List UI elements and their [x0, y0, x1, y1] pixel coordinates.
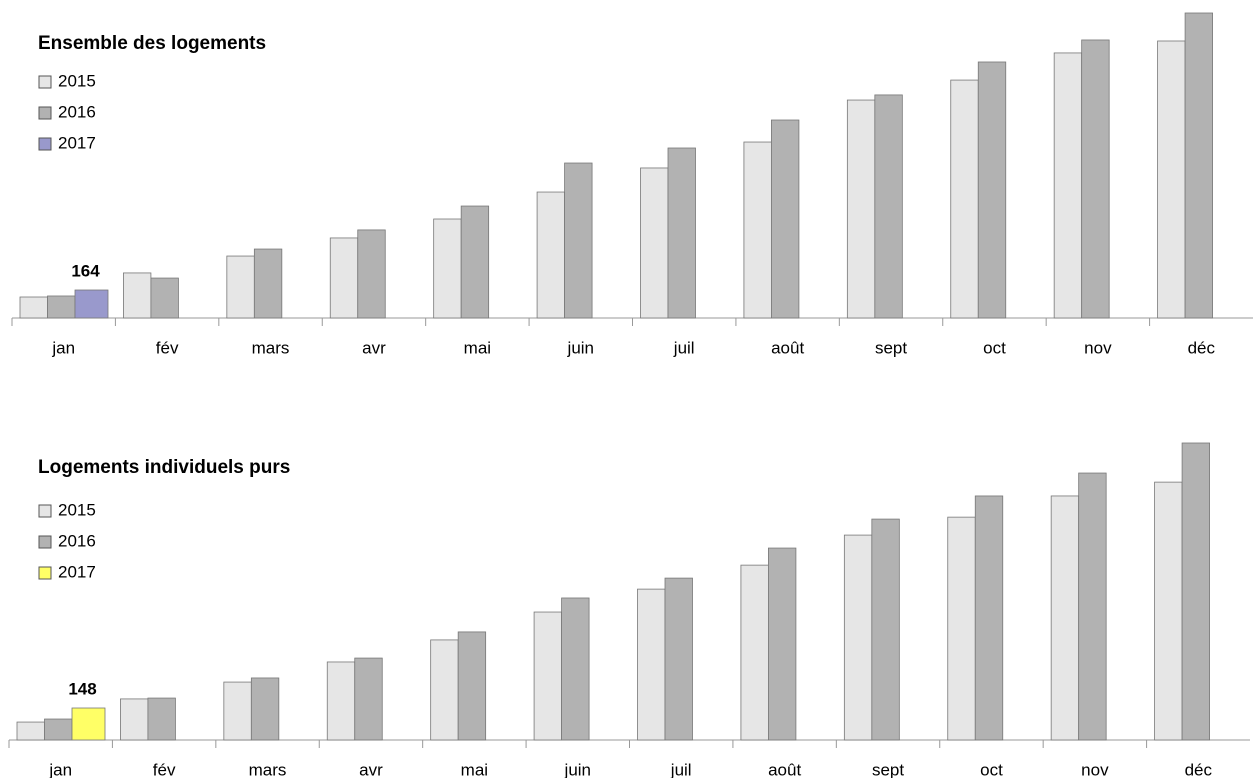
bar [950, 79, 979, 319]
bar [564, 162, 593, 319]
bar [843, 534, 873, 741]
bar [44, 718, 73, 741]
x-tick-label: déc [1188, 338, 1216, 357]
bar [771, 119, 800, 319]
x-tick-label: avr [362, 338, 386, 357]
legend-label: 2017 [58, 133, 96, 152]
x-tick-label: juil [670, 760, 692, 778]
bar [740, 564, 769, 741]
bar [329, 237, 359, 319]
bar [150, 277, 179, 319]
chart: Logements individuels purs 2015 2016 2017 ja… [8, 442, 1250, 778]
bar [223, 681, 252, 741]
x-tick-label: fév [156, 338, 179, 357]
bar [354, 657, 383, 741]
bar [977, 61, 1007, 319]
bar [974, 495, 1004, 741]
bar [536, 191, 565, 319]
x-tick-label: mai [461, 760, 488, 778]
x-tick-label: juil [673, 338, 695, 357]
x-tick-label: jan [51, 338, 75, 357]
bar [1181, 442, 1210, 741]
bar [1157, 40, 1186, 319]
legend-swatch [38, 535, 52, 549]
legend-swatch [38, 566, 52, 580]
legend-swatch [38, 106, 52, 120]
bar [1050, 495, 1080, 741]
bar [16, 721, 45, 741]
bar [460, 205, 490, 319]
legend-label: 2015 [58, 500, 96, 519]
bar [533, 611, 562, 741]
x-tick-label: août [768, 760, 801, 778]
bar [871, 518, 900, 741]
value-label: 148 [68, 679, 96, 698]
x-tick-label: nov [1084, 338, 1112, 357]
bar [123, 272, 152, 319]
bar [253, 248, 283, 319]
bar [457, 631, 487, 741]
legend-label: 2016 [58, 102, 96, 121]
x-tick-label: déc [1185, 760, 1213, 778]
bar [846, 99, 876, 319]
bar [768, 547, 797, 741]
legend-label: 2017 [58, 562, 96, 581]
bar [357, 229, 386, 319]
bar [743, 141, 772, 319]
bar [326, 661, 356, 741]
bar [561, 597, 590, 741]
bar [1081, 39, 1110, 319]
x-tick-label: mars [249, 760, 287, 778]
bar [1053, 52, 1083, 319]
bar [147, 697, 176, 741]
bar [1184, 12, 1213, 319]
legend-swatch [38, 75, 52, 89]
legend-label: 2016 [58, 531, 96, 550]
legend-label: 2015 [58, 71, 96, 90]
bar [250, 677, 280, 741]
x-tick-label: mars [252, 338, 290, 357]
bar [874, 94, 903, 319]
x-tick-label: oct [983, 338, 1006, 357]
bar [71, 707, 106, 741]
bar [667, 147, 696, 319]
bar [1078, 472, 1107, 741]
x-tick-label: juin [567, 338, 594, 357]
x-tick-label: fév [153, 760, 176, 778]
legend-swatch [38, 137, 52, 151]
x-tick-label: août [771, 338, 804, 357]
x-tick-label: sept [872, 760, 904, 778]
bar [226, 255, 255, 319]
x-tick-label: oct [980, 760, 1003, 778]
bar [433, 218, 462, 319]
legend-swatch [38, 504, 52, 518]
x-tick-label: sept [875, 338, 907, 357]
chart-title: Ensemble des logements [38, 33, 266, 54]
bar [47, 295, 76, 319]
bar [640, 167, 669, 319]
bar [19, 296, 48, 319]
x-tick-label: nov [1081, 760, 1109, 778]
bar [120, 698, 149, 741]
x-tick-label: avr [359, 760, 383, 778]
x-tick-label: jan [48, 760, 72, 778]
bar [637, 588, 666, 741]
bar [1154, 481, 1183, 741]
bar [74, 289, 109, 319]
chart-title: Logements individuels purs [38, 457, 290, 478]
value-label: 164 [71, 261, 100, 280]
bar [430, 639, 459, 741]
bar [947, 516, 976, 741]
x-tick-label: juin [564, 760, 591, 778]
bar [664, 577, 693, 741]
x-tick-label: mai [464, 338, 491, 357]
chart: Ensemble des logements 2015 2016 2017 jan 164… [11, 12, 1253, 357]
